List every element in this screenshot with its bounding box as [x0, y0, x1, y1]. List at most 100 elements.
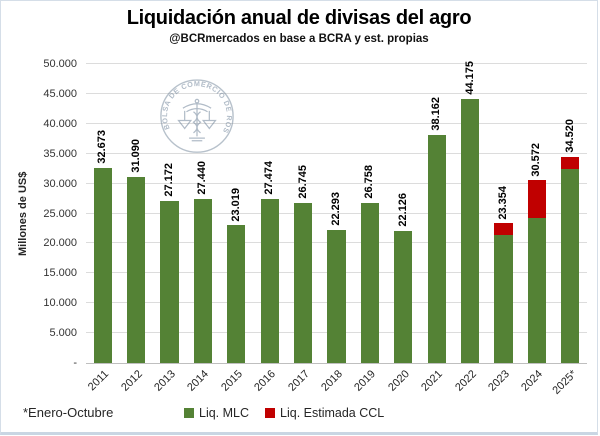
- x-tick: 2022: [453, 364, 486, 400]
- bar-column-2015: 23.019: [220, 64, 253, 363]
- bar-column-2024: 30.572: [520, 64, 553, 363]
- x-tick: 2019: [353, 364, 386, 400]
- y-tick-label: 40.000: [43, 117, 77, 130]
- bar-value-label: 23.019: [229, 187, 242, 222]
- x-tick-label: 2016: [252, 368, 279, 394]
- bar-value-label: 38.162: [430, 97, 443, 131]
- gridline: [86, 92, 587, 94]
- bar-value-label: 30.572: [530, 142, 543, 177]
- x-axis-labels: 2011 2012 2013 2014 2015 2016 2017 2018 2019 2020…: [86, 364, 587, 400]
- x-tick: 2016: [252, 364, 286, 400]
- bar-segment-mlc: [126, 177, 146, 363]
- x-tick-label: 2017: [285, 368, 312, 394]
- y-tick-label: 35.000: [43, 147, 77, 160]
- bar-column-2014: 27.440: [186, 64, 219, 363]
- y-tick-label: 50.000: [43, 58, 77, 70]
- x-tick: 2011: [86, 364, 119, 400]
- chart-title: Liquidación anual de divisas del agro: [126, 7, 472, 29]
- bar-value-label: 23.354: [496, 185, 509, 220]
- y-tick-label: 20.000: [43, 237, 77, 250]
- bar-value-label: 22.126: [396, 193, 409, 227]
- bar-value-label: 27.474: [263, 161, 276, 195]
- x-tick: 2021: [419, 364, 453, 400]
- bar-segment-mlc: [227, 225, 246, 363]
- bar-value-label: 26.758: [363, 165, 376, 199]
- bar-segment-mlc: [160, 200, 179, 363]
- x-tick-label: 2022: [452, 368, 479, 394]
- bar-segment-mlc: [561, 169, 580, 363]
- bar-column-2012: 31.090: [119, 64, 152, 363]
- bar-segment-mlc: [494, 235, 513, 363]
- x-tick: 2015: [218, 364, 253, 400]
- legend-swatch: [184, 408, 194, 418]
- gridline: [86, 122, 587, 124]
- x-tick: 2013: [152, 364, 186, 400]
- x-tick-label: 2021: [419, 368, 446, 394]
- bar-value-label: 31.090: [129, 139, 142, 174]
- x-tick: 2024: [520, 364, 553, 400]
- y-tick-label: 10.000: [43, 297, 77, 310]
- bar-value-label: 27.440: [196, 161, 209, 195]
- x-tick: 2018: [319, 364, 353, 400]
- gridline: [86, 152, 587, 154]
- x-tick-label: 2018: [319, 368, 345, 394]
- bar-column-2022: 44.175: [453, 61, 486, 363]
- x-tick-label: 2015: [218, 368, 245, 394]
- y-tick-label: 45.000: [43, 87, 77, 100]
- bar-value-label: 44.175: [463, 61, 476, 95]
- y-tick-label: -: [73, 357, 77, 369]
- bar-value-label: 32.673: [96, 129, 109, 164]
- bar-column-2013: 27.172: [153, 64, 186, 363]
- bar-value-label: 22.293: [329, 192, 342, 226]
- bar-segment-mlc: [93, 167, 112, 363]
- plot-area: 32.673 31.090 27.172 27.440 23.019 27.474 26.7…: [86, 61, 587, 364]
- footnote: *Enero-Octubre: [23, 405, 114, 420]
- x-tick: 2012: [119, 364, 152, 400]
- x-tick-label: 2024: [519, 368, 546, 394]
- x-tick-label: 2011: [85, 368, 112, 394]
- bar-segment-ccl: [527, 180, 547, 219]
- x-tick: 2017: [286, 364, 319, 400]
- gridline: [86, 212, 587, 214]
- y-tick-label: 25.000: [43, 207, 77, 220]
- x-tick: 2023: [486, 364, 520, 400]
- chart-subtitle: @BCRmercados en base a BCRA y est. propi…: [169, 33, 429, 45]
- y-axis-ticks: 50.000 45.000 40.000 35.000 30.000 25.000 20.0…: [1, 58, 77, 369]
- x-tick-label: 2012: [118, 368, 145, 394]
- x-tick-label: 2023: [486, 368, 512, 394]
- x-tick-label: 2013: [152, 368, 178, 394]
- x-tick: 2025*: [550, 364, 587, 400]
- bar-segment-mlc: [193, 198, 213, 363]
- bar-column-2020: 22.126: [387, 64, 420, 363]
- bar-column-2025: 34.520: [554, 64, 587, 363]
- x-tick-label: 2014: [185, 368, 212, 394]
- legend-label: Liq. MLC: [199, 406, 250, 420]
- bar-column-2016: 27.474: [253, 64, 286, 363]
- x-tick-label: 2019: [352, 368, 379, 394]
- bar-segment-mlc: [527, 218, 547, 363]
- legend-item: Liq. MLC: [184, 406, 249, 420]
- bar-segment-ccl: [561, 156, 580, 170]
- bar-segment-mlc: [394, 230, 413, 363]
- legend-swatch: [265, 408, 276, 418]
- x-tick: 2020: [385, 364, 420, 400]
- gridline: [86, 63, 587, 64]
- legend-label: Liq. Estimada CCL: [280, 406, 385, 420]
- bar-segment-mlc: [360, 203, 380, 363]
- y-tick-label: 30.000: [43, 177, 77, 190]
- x-tick-label: 2025*: [549, 368, 579, 397]
- bar-column-2019: 26.758: [353, 64, 386, 363]
- bar-value-label: 34.520: [563, 118, 576, 153]
- y-tick-label: 5.000: [49, 327, 77, 340]
- y-tick-label: 15.000: [43, 267, 77, 280]
- bar-segment-mlc: [427, 134, 446, 363]
- x-tick: 2014: [186, 364, 219, 400]
- bar-column-2017: 26.745: [286, 64, 319, 363]
- legend: Liq. MLC Liq. Estimada CCL: [184, 406, 384, 420]
- x-tick-label: 2020: [385, 368, 412, 394]
- bar-value-label: 27.172: [162, 162, 175, 197]
- bar-column-2018: 22.293: [320, 64, 353, 363]
- gridline: [86, 182, 587, 184]
- bar-column-2011: 32.673: [86, 64, 119, 363]
